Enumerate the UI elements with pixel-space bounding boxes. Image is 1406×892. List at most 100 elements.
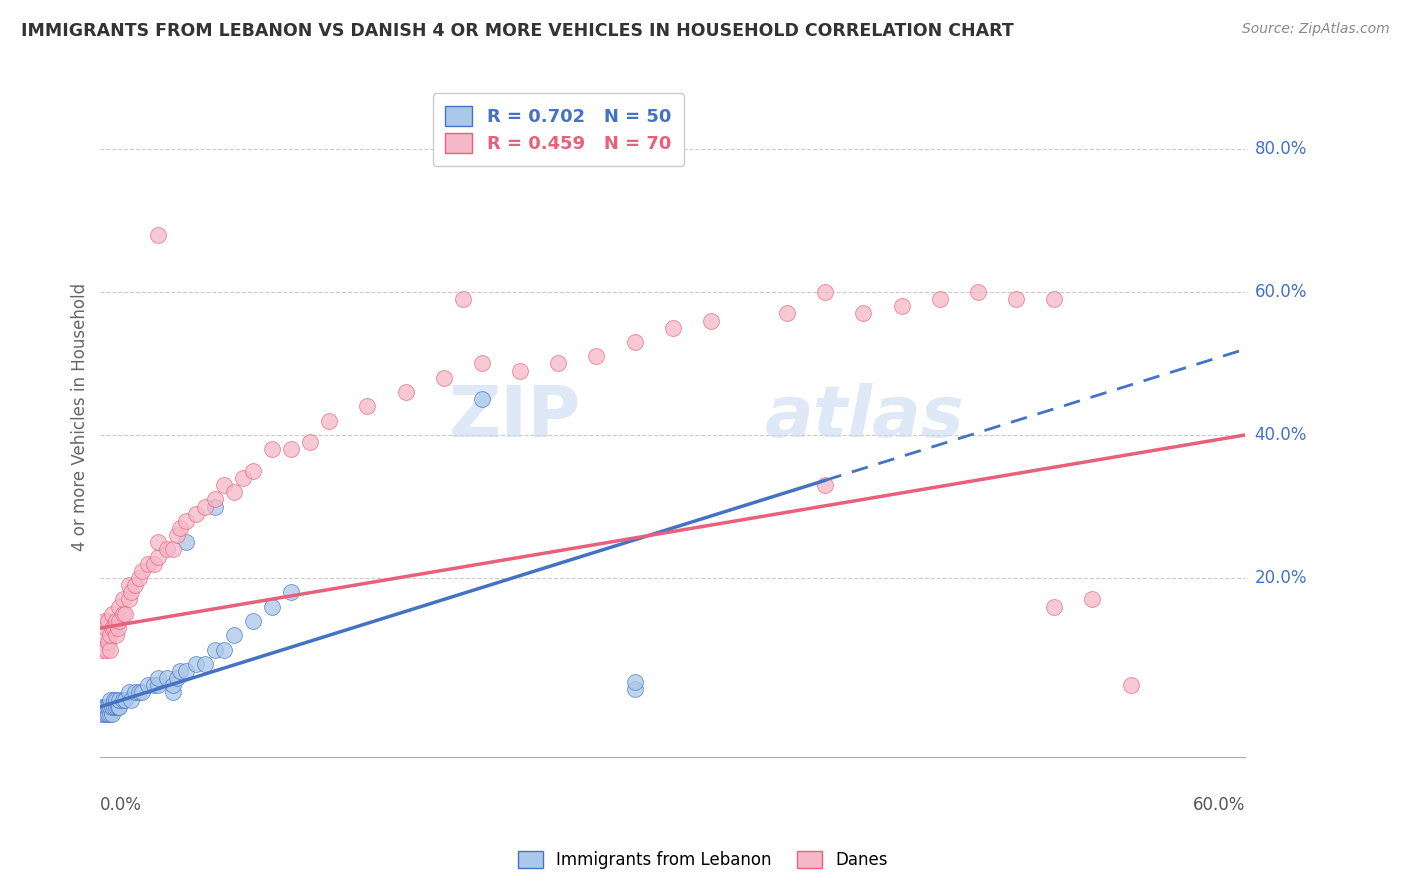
Point — [194, 500, 217, 514]
Text: IMMIGRANTS FROM LEBANON VS DANISH 4 OR MORE VEHICLES IN HOUSEHOLD CORRELATION CH: IMMIGRANTS FROM LEBANON VS DANISH 4 OR M… — [21, 22, 1014, 40]
Point — [131, 564, 153, 578]
Point — [98, 628, 121, 642]
Point — [232, 471, 254, 485]
Point — [162, 678, 184, 692]
Text: 60.0%: 60.0% — [1254, 283, 1308, 301]
Point — [103, 692, 125, 706]
Text: 80.0%: 80.0% — [1254, 140, 1308, 158]
Point — [104, 692, 127, 706]
Point — [1081, 592, 1104, 607]
Point — [91, 706, 114, 721]
Point — [661, 320, 683, 334]
Point — [280, 585, 302, 599]
Point — [136, 557, 159, 571]
Point — [222, 628, 245, 642]
Point — [162, 685, 184, 699]
Point — [547, 356, 569, 370]
Point — [101, 706, 124, 721]
Point — [136, 678, 159, 692]
Point — [166, 528, 188, 542]
Point — [94, 699, 117, 714]
Text: 60.0%: 60.0% — [1192, 797, 1246, 814]
Text: 0.0%: 0.0% — [100, 797, 142, 814]
Point — [103, 621, 125, 635]
Point — [120, 692, 142, 706]
Text: Source: ZipAtlas.com: Source: ZipAtlas.com — [1241, 22, 1389, 37]
Point — [98, 699, 121, 714]
Point — [112, 692, 135, 706]
Point — [623, 334, 645, 349]
Point — [93, 699, 115, 714]
Point — [242, 464, 264, 478]
Point — [174, 664, 197, 678]
Point — [98, 642, 121, 657]
Point — [108, 692, 131, 706]
Point — [1005, 292, 1028, 306]
Point — [967, 285, 990, 299]
Point — [242, 614, 264, 628]
Point — [433, 371, 456, 385]
Point — [93, 614, 115, 628]
Point — [108, 599, 131, 614]
Point — [131, 685, 153, 699]
Point — [101, 607, 124, 621]
Point — [174, 514, 197, 528]
Point — [146, 535, 169, 549]
Point — [776, 306, 799, 320]
Point — [471, 392, 494, 407]
Point — [94, 706, 117, 721]
Point — [214, 642, 236, 657]
Point — [260, 599, 283, 614]
Point — [124, 578, 146, 592]
Point — [204, 492, 226, 507]
Point — [124, 685, 146, 699]
Y-axis label: 4 or more Vehicles in Household: 4 or more Vehicles in Household — [72, 283, 89, 551]
Text: atlas: atlas — [765, 383, 965, 451]
Point — [166, 671, 188, 685]
Point — [146, 678, 169, 692]
Point — [120, 585, 142, 599]
Point — [299, 435, 322, 450]
Point — [318, 414, 340, 428]
Point — [104, 614, 127, 628]
Point — [1043, 292, 1066, 306]
Point — [700, 313, 723, 327]
Point — [97, 699, 120, 714]
Point — [114, 692, 136, 706]
Point — [98, 706, 121, 721]
Point — [97, 614, 120, 628]
Point — [222, 485, 245, 500]
Legend: R = 0.702   N = 50, R = 0.459   N = 70: R = 0.702 N = 50, R = 0.459 N = 70 — [433, 94, 683, 166]
Point — [101, 621, 124, 635]
Point — [146, 671, 169, 685]
Text: 20.0%: 20.0% — [1254, 569, 1308, 587]
Point — [97, 706, 120, 721]
Point — [814, 478, 837, 492]
Point — [98, 692, 121, 706]
Point — [1119, 678, 1142, 692]
Point — [204, 500, 226, 514]
Point — [471, 356, 494, 370]
Point — [107, 621, 129, 635]
Point — [156, 671, 179, 685]
Point — [142, 678, 165, 692]
Point — [146, 549, 169, 564]
Point — [280, 442, 302, 457]
Point — [394, 385, 416, 400]
Point — [114, 607, 136, 621]
Point — [94, 642, 117, 657]
Legend: Immigrants from Lebanon, Danes: Immigrants from Lebanon, Danes — [508, 841, 898, 880]
Point — [97, 635, 120, 649]
Point — [104, 628, 127, 642]
Point — [101, 699, 124, 714]
Point — [108, 614, 131, 628]
Point — [585, 349, 607, 363]
Point — [260, 442, 283, 457]
Point — [174, 535, 197, 549]
Point — [128, 571, 150, 585]
Point — [118, 685, 141, 699]
Point — [156, 542, 179, 557]
Text: ZIP: ZIP — [449, 383, 581, 451]
Point — [184, 657, 207, 671]
Point — [194, 657, 217, 671]
